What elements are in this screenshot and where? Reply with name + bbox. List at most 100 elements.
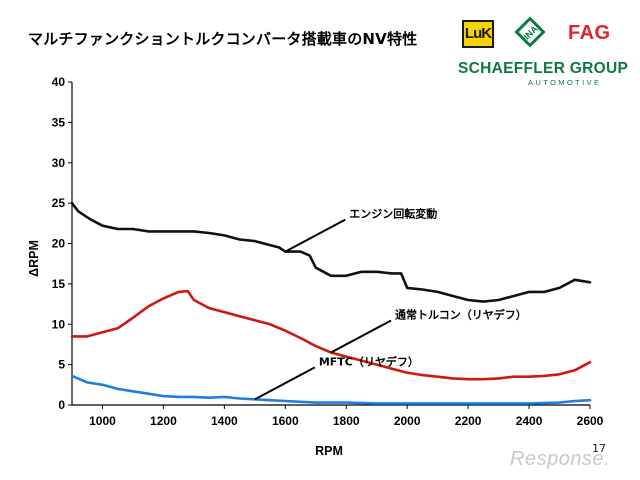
data-point-engine bbox=[308, 254, 311, 257]
data-point-engine bbox=[223, 234, 226, 237]
data-point-engine bbox=[162, 230, 165, 233]
data-point-conventional bbox=[482, 378, 485, 381]
data-point-engine bbox=[467, 299, 470, 301]
data-point-engine bbox=[482, 300, 485, 303]
data-point-conventional bbox=[406, 371, 409, 374]
data-point-engine bbox=[208, 232, 211, 234]
data-point-conventional bbox=[497, 377, 500, 380]
data-point-engine bbox=[360, 270, 363, 273]
data-point-mftc bbox=[269, 399, 271, 402]
data-point-conventional bbox=[360, 359, 363, 362]
data-point-mftc bbox=[558, 401, 561, 404]
data-point-engine bbox=[269, 244, 271, 247]
data-point-mftc bbox=[162, 395, 165, 398]
y-tick-label: 10 bbox=[52, 317, 66, 331]
series-line-mftc bbox=[70, 374, 592, 405]
chart-axes: 0 5 10 15 20 25 30 35 40 1000 1200 1400 1600 1800 2000… bbox=[27, 75, 604, 458]
data-point-engine bbox=[391, 272, 393, 275]
series-line-engine bbox=[70, 201, 592, 303]
x-tick-label: 2400 bbox=[516, 414, 543, 428]
x-axis-title: RPM bbox=[315, 444, 343, 458]
y-tick-label: 20 bbox=[52, 237, 66, 251]
data-point-engine bbox=[543, 291, 546, 293]
data-point-conventional bbox=[186, 290, 189, 293]
data-point-engine bbox=[589, 281, 591, 284]
page-number: 17 bbox=[592, 442, 606, 455]
series-line-conventional bbox=[70, 289, 592, 381]
y-tick-label: 15 bbox=[52, 277, 66, 291]
data-point-conventional bbox=[101, 331, 104, 334]
annotation-leader-2 bbox=[254, 366, 316, 401]
data-point-conventional bbox=[436, 375, 439, 378]
data-point-conventional bbox=[71, 335, 73, 338]
y-tick-label: 40 bbox=[52, 75, 66, 89]
data-point-engine bbox=[512, 295, 515, 297]
data-point-engine bbox=[253, 240, 256, 242]
data-point-conventional bbox=[132, 316, 134, 319]
data-point-mftc bbox=[86, 381, 89, 384]
data-point-conventional bbox=[558, 373, 561, 376]
data-point-engine bbox=[192, 230, 195, 233]
data-point-conventional bbox=[269, 323, 271, 326]
x-tick-label: 2200 bbox=[455, 414, 482, 428]
x-tick-label: 1600 bbox=[272, 414, 299, 428]
data-point-mftc bbox=[238, 397, 241, 400]
data-point-mftc bbox=[208, 396, 211, 399]
data-point-engine bbox=[89, 218, 92, 221]
annotation-label-2: MFTC（リヤデフ） bbox=[319, 354, 419, 368]
data-point-mftc bbox=[223, 396, 226, 398]
data-point-mftc bbox=[589, 399, 591, 402]
data-point-mftc bbox=[406, 402, 409, 405]
data-point-mftc bbox=[147, 392, 150, 395]
data-point-mftc bbox=[436, 402, 439, 405]
data-point-engine bbox=[345, 274, 348, 277]
data-point-mftc bbox=[573, 400, 576, 402]
y-tick-label: 35 bbox=[52, 115, 66, 129]
annotation-label-0: エンジン回転変動 bbox=[349, 207, 437, 221]
data-point-conventional bbox=[192, 299, 195, 301]
data-point-conventional bbox=[162, 297, 165, 300]
data-point-engine bbox=[558, 287, 561, 289]
x-tick-label: 1800 bbox=[333, 414, 360, 428]
annotation-leader-1 bbox=[330, 319, 392, 354]
data-point-conventional bbox=[208, 307, 211, 309]
data-point-mftc bbox=[375, 402, 378, 405]
data-point-mftc bbox=[314, 401, 317, 404]
data-point-mftc bbox=[71, 375, 73, 377]
y-tick-label: 5 bbox=[58, 358, 65, 372]
chart-series bbox=[70, 201, 592, 405]
data-point-conventional bbox=[421, 374, 424, 377]
data-point-engine bbox=[299, 250, 302, 253]
data-point-engine bbox=[573, 278, 576, 281]
automotive-label: AUTOMOTIVE bbox=[528, 78, 602, 87]
data-point-conventional bbox=[147, 305, 150, 308]
data-point-conventional bbox=[116, 327, 119, 330]
data-point-conventional bbox=[512, 375, 515, 378]
data-point-engine bbox=[451, 295, 454, 297]
data-point-engine bbox=[147, 230, 150, 233]
data-point-engine bbox=[421, 288, 424, 291]
response-watermark: Response. bbox=[510, 448, 611, 470]
data-point-engine bbox=[400, 272, 402, 275]
data-point-conventional bbox=[375, 363, 378, 366]
slide-title: マルチファンクショントルクコンバータ搭載車のNV特性 bbox=[28, 30, 418, 48]
data-point-engine bbox=[314, 266, 317, 269]
data-point-conventional bbox=[345, 355, 348, 358]
data-point-engine bbox=[497, 299, 500, 301]
data-point-mftc bbox=[528, 402, 530, 405]
x-tick-label: 2000 bbox=[394, 414, 421, 428]
y-tick-label: 30 bbox=[52, 156, 66, 170]
data-point-mftc bbox=[467, 402, 470, 405]
y-axis-title: ΔRPM bbox=[27, 240, 41, 277]
data-point-conventional bbox=[314, 345, 317, 347]
ina-logo: INA bbox=[514, 16, 546, 48]
data-point-engine bbox=[101, 224, 104, 227]
data-point-engine bbox=[132, 228, 134, 230]
data-point-engine bbox=[238, 238, 241, 241]
x-tick-label: 1400 bbox=[211, 414, 238, 428]
data-point-conventional bbox=[238, 315, 241, 318]
data-point-conventional bbox=[589, 361, 591, 364]
x-tick-label: 1000 bbox=[89, 414, 116, 428]
data-point-mftc bbox=[177, 396, 180, 398]
data-point-mftc bbox=[299, 400, 302, 403]
